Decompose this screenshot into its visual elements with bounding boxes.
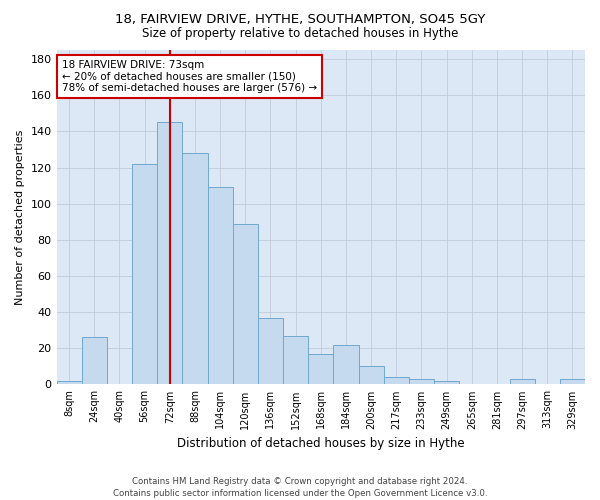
Bar (283, 336, 308, 384)
Bar (258, 318, 283, 384)
Y-axis label: Number of detached properties: Number of detached properties (15, 130, 25, 305)
Bar (208, 188, 233, 384)
Bar (82, 338, 107, 384)
Bar (409, 379, 434, 384)
Bar (359, 366, 383, 384)
Bar (157, 122, 182, 384)
Bar (233, 224, 258, 384)
Bar (334, 344, 359, 385)
Text: 18, FAIRVIEW DRIVE, HYTHE, SOUTHAMPTON, SO45 5GY: 18, FAIRVIEW DRIVE, HYTHE, SOUTHAMPTON, … (115, 12, 485, 26)
Text: 18 FAIRVIEW DRIVE: 73sqm
← 20% of detached houses are smaller (150)
78% of semi-: 18 FAIRVIEW DRIVE: 73sqm ← 20% of detach… (62, 60, 317, 93)
Bar (434, 381, 459, 384)
Bar (383, 377, 409, 384)
Bar (308, 354, 334, 384)
Text: Contains HM Land Registry data © Crown copyright and database right 2024.
Contai: Contains HM Land Registry data © Crown c… (113, 476, 487, 498)
Bar (182, 153, 208, 384)
Text: Size of property relative to detached houses in Hythe: Size of property relative to detached ho… (142, 28, 458, 40)
Bar (509, 379, 535, 384)
Bar (56, 381, 82, 384)
X-axis label: Distribution of detached houses by size in Hythe: Distribution of detached houses by size … (177, 437, 464, 450)
Bar (560, 379, 585, 384)
Bar (132, 164, 157, 384)
